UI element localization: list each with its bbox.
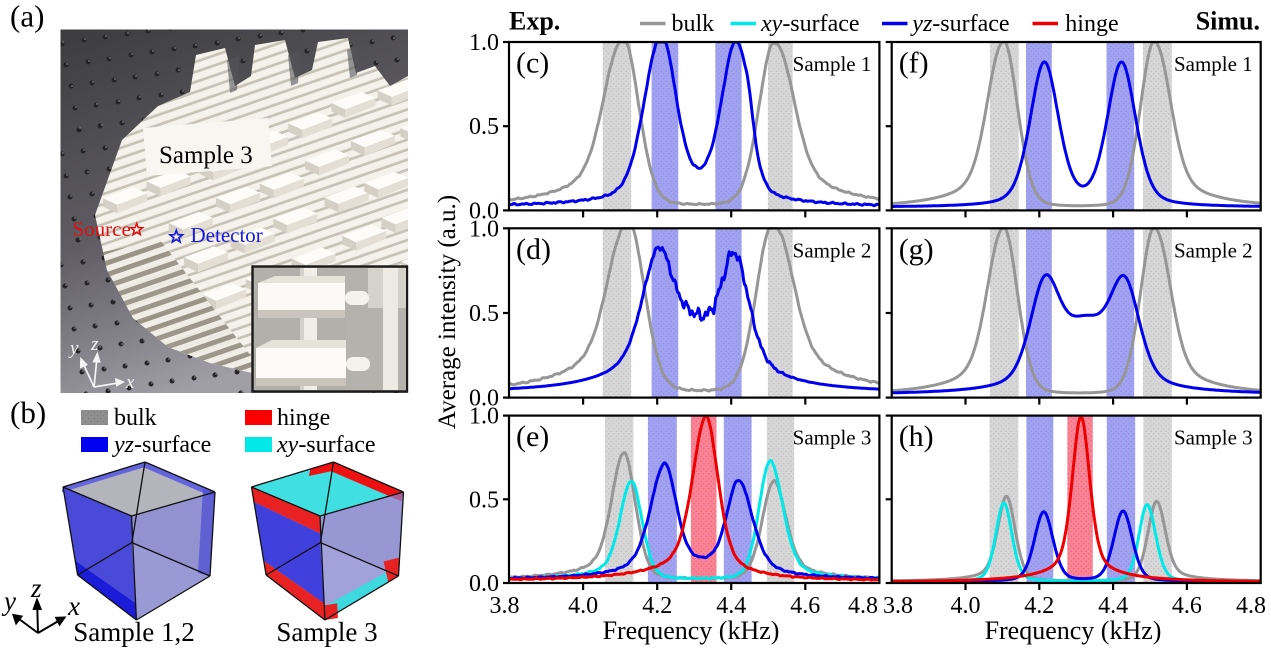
svg-text:(f): (f): [899, 47, 929, 80]
svg-text:Sample 3: Sample 3: [793, 426, 872, 450]
svg-text:Sample 3: Sample 3: [276, 617, 377, 647]
svg-text:y: y: [1, 586, 16, 616]
svg-text:y: y: [68, 338, 79, 359]
svg-text:hinge: hinge: [277, 405, 330, 431]
svg-text:bulk: bulk: [114, 405, 157, 431]
svg-text:(a): (a): [10, 0, 44, 34]
svg-text:1.0: 1.0: [469, 30, 499, 56]
svg-text:x: x: [67, 591, 80, 621]
svg-text:z: z: [30, 573, 42, 603]
svg-text:z: z: [90, 334, 99, 355]
svg-text:Exp.: Exp.: [509, 7, 560, 36]
svg-text:(c): (c): [516, 47, 549, 80]
svg-text:4.0: 4.0: [951, 593, 981, 619]
svg-text:(g): (g): [899, 233, 934, 266]
svg-text:4.4: 4.4: [716, 593, 746, 619]
svg-text:4.6: 4.6: [790, 593, 820, 619]
svg-text:Simu.: Simu.: [1196, 7, 1260, 36]
svg-text:Sample 1: Sample 1: [1174, 52, 1253, 76]
svg-text:(h): (h): [899, 420, 934, 453]
svg-text:0.0: 0.0: [469, 198, 499, 224]
svg-text:Sample 1,2: Sample 1,2: [73, 617, 195, 647]
svg-text:0.0: 0.0: [469, 571, 499, 597]
svg-text:4.2: 4.2: [1024, 593, 1054, 619]
svg-text:yz-surface: yz-surface: [112, 432, 211, 458]
svg-text:4.8: 4.8: [848, 593, 878, 619]
svg-text:3.8: 3.8: [490, 593, 520, 619]
svg-text:Frequency (kHz): Frequency (kHz): [985, 616, 1162, 645]
svg-text:0.5: 0.5: [469, 114, 499, 140]
svg-text:xy-surface: xy-surface: [760, 11, 860, 37]
svg-text:bulk: bulk: [672, 11, 715, 37]
svg-text:Sample 1: Sample 1: [793, 52, 872, 76]
svg-text:0.5: 0.5: [469, 487, 499, 513]
svg-text:(d): (d): [516, 233, 551, 266]
svg-text:4.8: 4.8: [1236, 593, 1266, 619]
svg-text:(b): (b): [10, 395, 46, 430]
svg-text:4.6: 4.6: [1172, 593, 1202, 619]
svg-text:4.2: 4.2: [642, 593, 672, 619]
svg-text:Sample 3: Sample 3: [1174, 426, 1253, 450]
svg-text:Detector: Detector: [191, 223, 263, 247]
svg-text:0.5: 0.5: [469, 301, 499, 327]
svg-text:Sample 2: Sample 2: [793, 238, 872, 262]
svg-text:Average intensity (a.u.): Average intensity (a.u.): [434, 195, 461, 429]
svg-text:0.0: 0.0: [469, 386, 499, 412]
svg-text:1.0: 1.0: [469, 404, 499, 430]
svg-text:4.4: 4.4: [1098, 593, 1128, 619]
svg-text:(e): (e): [516, 420, 549, 453]
svg-text:Frequency (kHz): Frequency (kHz): [603, 616, 780, 645]
svg-text:4.0: 4.0: [568, 593, 598, 619]
svg-text:Sample 2: Sample 2: [1174, 238, 1253, 262]
svg-text:hinge: hinge: [1065, 11, 1118, 37]
svg-text:Sample 3: Sample 3: [159, 142, 253, 169]
svg-text:xy-surface: xy-surface: [276, 432, 376, 458]
svg-text:Source: Source: [73, 217, 131, 241]
svg-text:1.0: 1.0: [469, 216, 499, 242]
svg-text:x: x: [125, 372, 135, 393]
svg-text:yz-surface: yz-surface: [910, 11, 1009, 37]
svg-text:3.8: 3.8: [883, 593, 913, 619]
